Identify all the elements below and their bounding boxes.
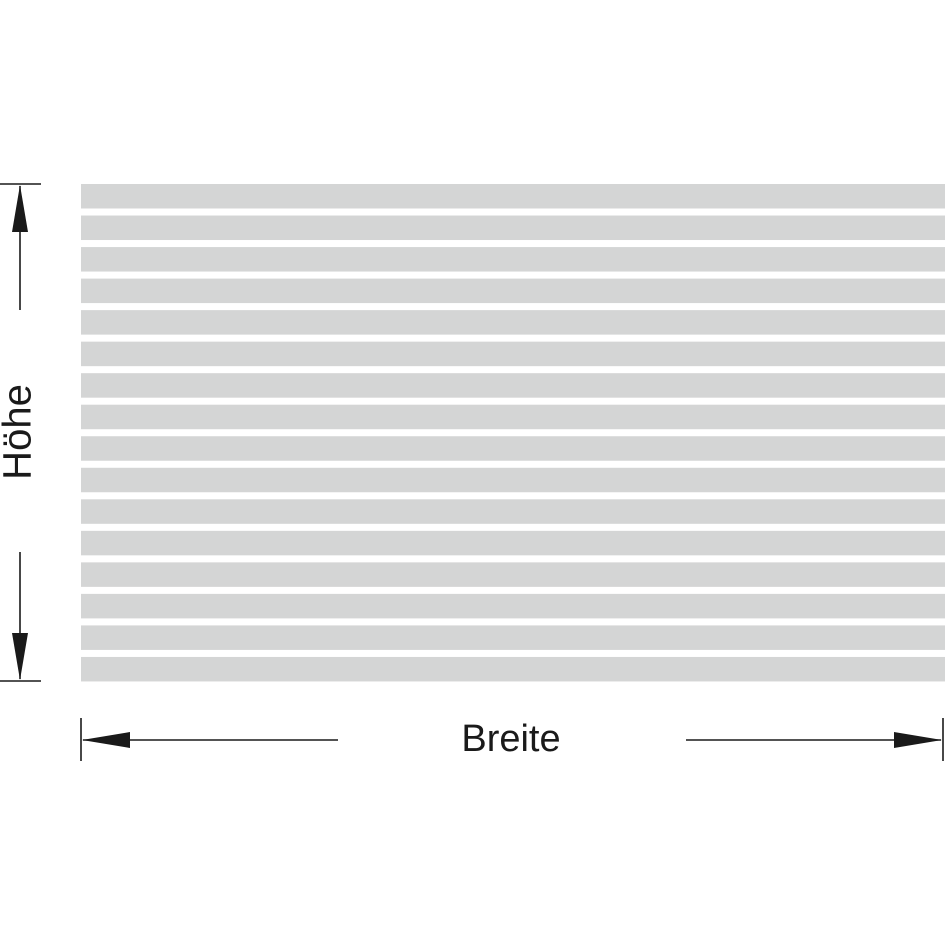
slat (81, 562, 945, 587)
arrowhead (12, 185, 28, 232)
slat (81, 278, 945, 304)
width-dimension: Breite (80, 718, 944, 761)
slat (81, 499, 945, 524)
width-label: Breite (461, 718, 560, 760)
slat (81, 184, 945, 209)
slat (81, 467, 945, 493)
arrowhead (82, 732, 130, 748)
slats (81, 184, 945, 682)
slat (81, 436, 945, 461)
slat (81, 310, 945, 335)
slat (81, 530, 945, 556)
arrowhead (894, 732, 942, 748)
slat (81, 341, 945, 367)
slat (81, 404, 945, 430)
slat (81, 215, 945, 241)
slat (81, 593, 945, 619)
height-dimension: Höhe (0, 183, 41, 682)
arrowhead (12, 633, 28, 680)
slat (81, 656, 945, 682)
slat (81, 625, 945, 650)
slat (81, 247, 945, 272)
slat (81, 373, 945, 398)
height-label: Höhe (0, 384, 40, 480)
